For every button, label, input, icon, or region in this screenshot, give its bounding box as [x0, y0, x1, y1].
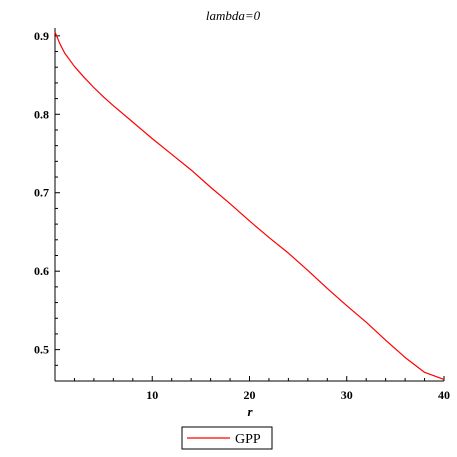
y-tick-label: 0.6: [34, 264, 49, 278]
x-axis-label: r: [247, 404, 253, 419]
y-ticks: 0.5 0.6 0.7 0.8 0.9: [34, 29, 60, 382]
chart-title: lambda=0: [206, 8, 261, 23]
series-line-gpp: [54, 31, 445, 380]
x-ticks: 10 20 30 40: [73, 376, 450, 402]
y-tick-label: 0.9: [34, 29, 49, 43]
x-tick-label: 20: [244, 388, 256, 402]
legend: GPP: [181, 426, 273, 450]
legend-label-gpp: GPP: [235, 432, 261, 447]
axes: [54, 28, 444, 382]
y-tick-label: 0.7: [34, 186, 49, 200]
x-tick-label: 10: [146, 388, 158, 402]
x-tick-label: 40: [438, 388, 450, 402]
series-layer: [54, 31, 445, 380]
y-tick-label: 0.8: [34, 107, 49, 121]
x-tick-label: 30: [341, 388, 353, 402]
y-tick-label: 0.5: [34, 343, 49, 357]
